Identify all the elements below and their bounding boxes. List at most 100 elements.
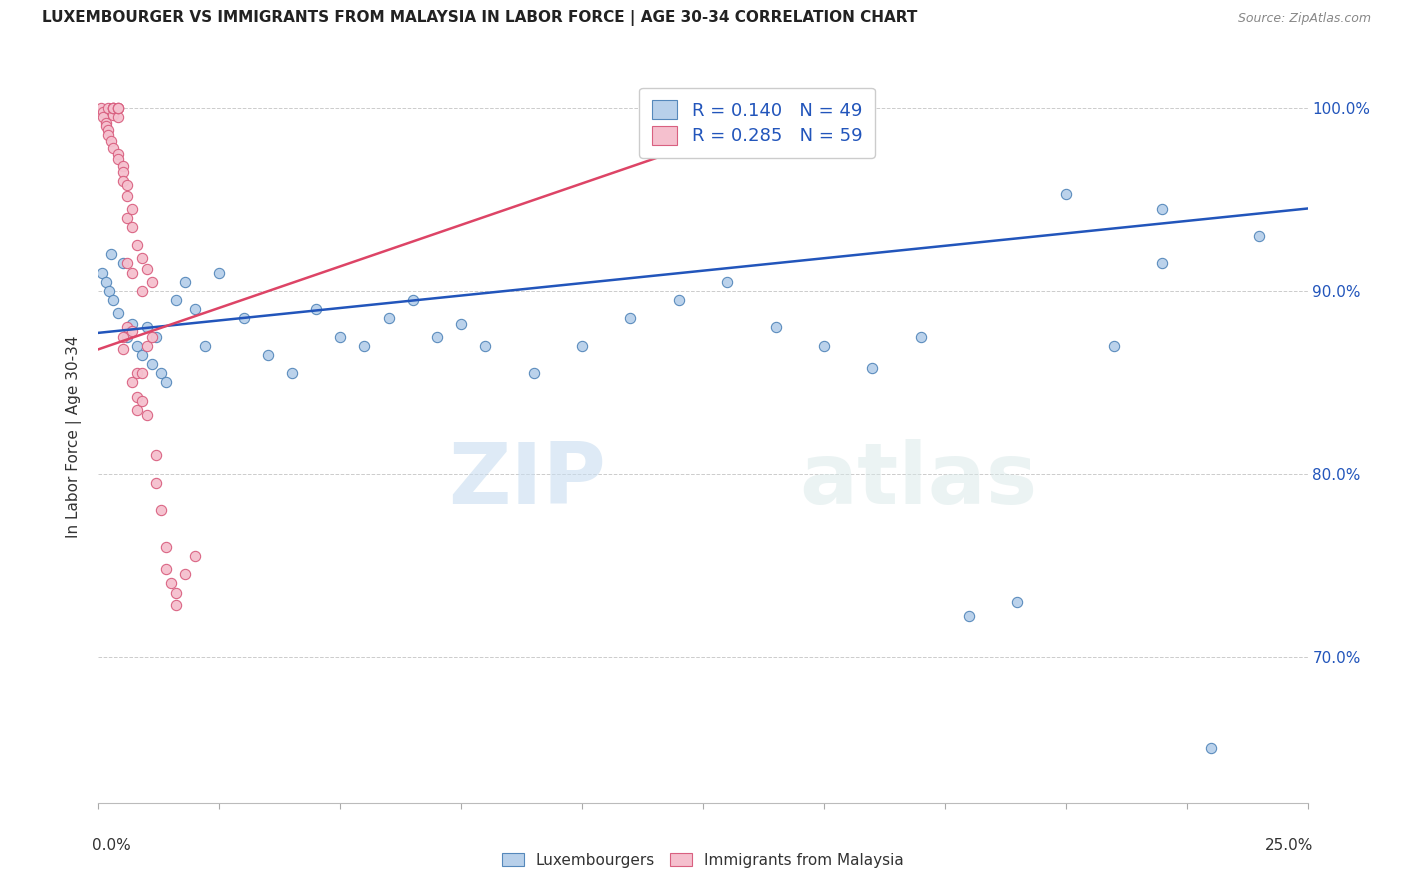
- Point: [1152, 256, 1174, 270]
- Point: [141, 329, 163, 343]
- Point: [208, 265, 231, 279]
- Point: [765, 320, 787, 334]
- Point: [94, 115, 117, 129]
- Point: [135, 408, 157, 422]
- Point: [523, 366, 546, 380]
- Point: [107, 152, 129, 166]
- Point: [101, 293, 124, 307]
- Text: Source: ZipAtlas.com: Source: ZipAtlas.com: [1237, 12, 1371, 25]
- Point: [91, 265, 114, 279]
- Point: [141, 357, 163, 371]
- Point: [174, 275, 197, 289]
- Point: [127, 390, 149, 404]
- Legend: R = 0.140   N = 49, R = 0.285   N = 59: R = 0.140 N = 49, R = 0.285 N = 59: [640, 87, 875, 158]
- Point: [141, 275, 163, 289]
- Point: [111, 165, 134, 179]
- Point: [281, 366, 304, 380]
- Point: [174, 567, 197, 582]
- Point: [121, 219, 143, 234]
- Point: [97, 101, 120, 115]
- Text: 0.0%: 0.0%: [93, 838, 131, 854]
- Point: [1199, 740, 1222, 755]
- Point: [150, 503, 173, 517]
- Point: [135, 261, 157, 276]
- Point: [155, 375, 177, 389]
- Point: [716, 275, 738, 289]
- Point: [121, 324, 143, 338]
- Point: [127, 402, 149, 417]
- Point: [100, 247, 122, 261]
- Point: [1249, 228, 1271, 243]
- Text: LUXEMBOURGER VS IMMIGRANTS FROM MALAYSIA IN LABOR FORCE | AGE 30-34 CORRELATION : LUXEMBOURGER VS IMMIGRANTS FROM MALAYSIA…: [42, 11, 918, 26]
- Point: [165, 585, 187, 599]
- Point: [668, 293, 690, 307]
- Point: [813, 339, 835, 353]
- Point: [121, 202, 143, 216]
- Point: [117, 211, 139, 225]
- Point: [135, 320, 157, 334]
- Point: [1152, 202, 1174, 216]
- Point: [329, 329, 352, 343]
- Text: atlas: atlas: [800, 440, 1038, 523]
- Point: [860, 360, 883, 375]
- Point: [107, 101, 129, 115]
- Point: [117, 178, 139, 192]
- Point: [101, 141, 124, 155]
- Point: [91, 110, 114, 124]
- Point: [184, 549, 207, 563]
- Point: [957, 609, 980, 624]
- Point: [131, 284, 153, 298]
- Point: [131, 393, 153, 408]
- Point: [1102, 339, 1125, 353]
- Point: [165, 599, 187, 613]
- Point: [107, 101, 129, 115]
- Point: [256, 348, 278, 362]
- Point: [107, 146, 129, 161]
- Point: [474, 339, 496, 353]
- Point: [121, 265, 143, 279]
- Point: [145, 448, 167, 462]
- Point: [1007, 594, 1029, 608]
- Point: [402, 293, 425, 307]
- Point: [305, 301, 328, 317]
- Point: [111, 174, 134, 188]
- Point: [91, 104, 114, 119]
- Point: [450, 317, 472, 331]
- Point: [111, 343, 134, 357]
- Point: [135, 339, 157, 353]
- Point: [160, 576, 183, 591]
- Point: [910, 329, 932, 343]
- Point: [1054, 186, 1077, 201]
- Point: [121, 317, 143, 331]
- Point: [107, 101, 129, 115]
- Point: [155, 540, 177, 554]
- Point: [111, 329, 134, 343]
- Point: [131, 251, 153, 265]
- Point: [571, 339, 593, 353]
- Point: [101, 101, 124, 115]
- Point: [94, 120, 117, 134]
- Point: [426, 329, 449, 343]
- Point: [111, 160, 134, 174]
- Point: [121, 375, 143, 389]
- Point: [619, 311, 641, 326]
- Point: [101, 101, 124, 115]
- Point: [98, 284, 121, 298]
- Point: [127, 366, 149, 380]
- Point: [232, 311, 254, 326]
- Legend: Luxembourgers, Immigrants from Malaysia: Luxembourgers, Immigrants from Malaysia: [495, 845, 911, 875]
- Point: [117, 320, 139, 334]
- Text: ZIP: ZIP: [449, 440, 606, 523]
- Point: [145, 475, 167, 490]
- Point: [377, 311, 399, 326]
- Point: [97, 123, 120, 137]
- Text: 25.0%: 25.0%: [1265, 838, 1313, 854]
- Point: [90, 101, 112, 115]
- Point: [117, 329, 139, 343]
- Point: [131, 348, 153, 362]
- Point: [353, 339, 375, 353]
- Y-axis label: In Labor Force | Age 30-34: In Labor Force | Age 30-34: [66, 335, 83, 539]
- Point: [94, 275, 117, 289]
- Point: [131, 366, 153, 380]
- Point: [165, 293, 187, 307]
